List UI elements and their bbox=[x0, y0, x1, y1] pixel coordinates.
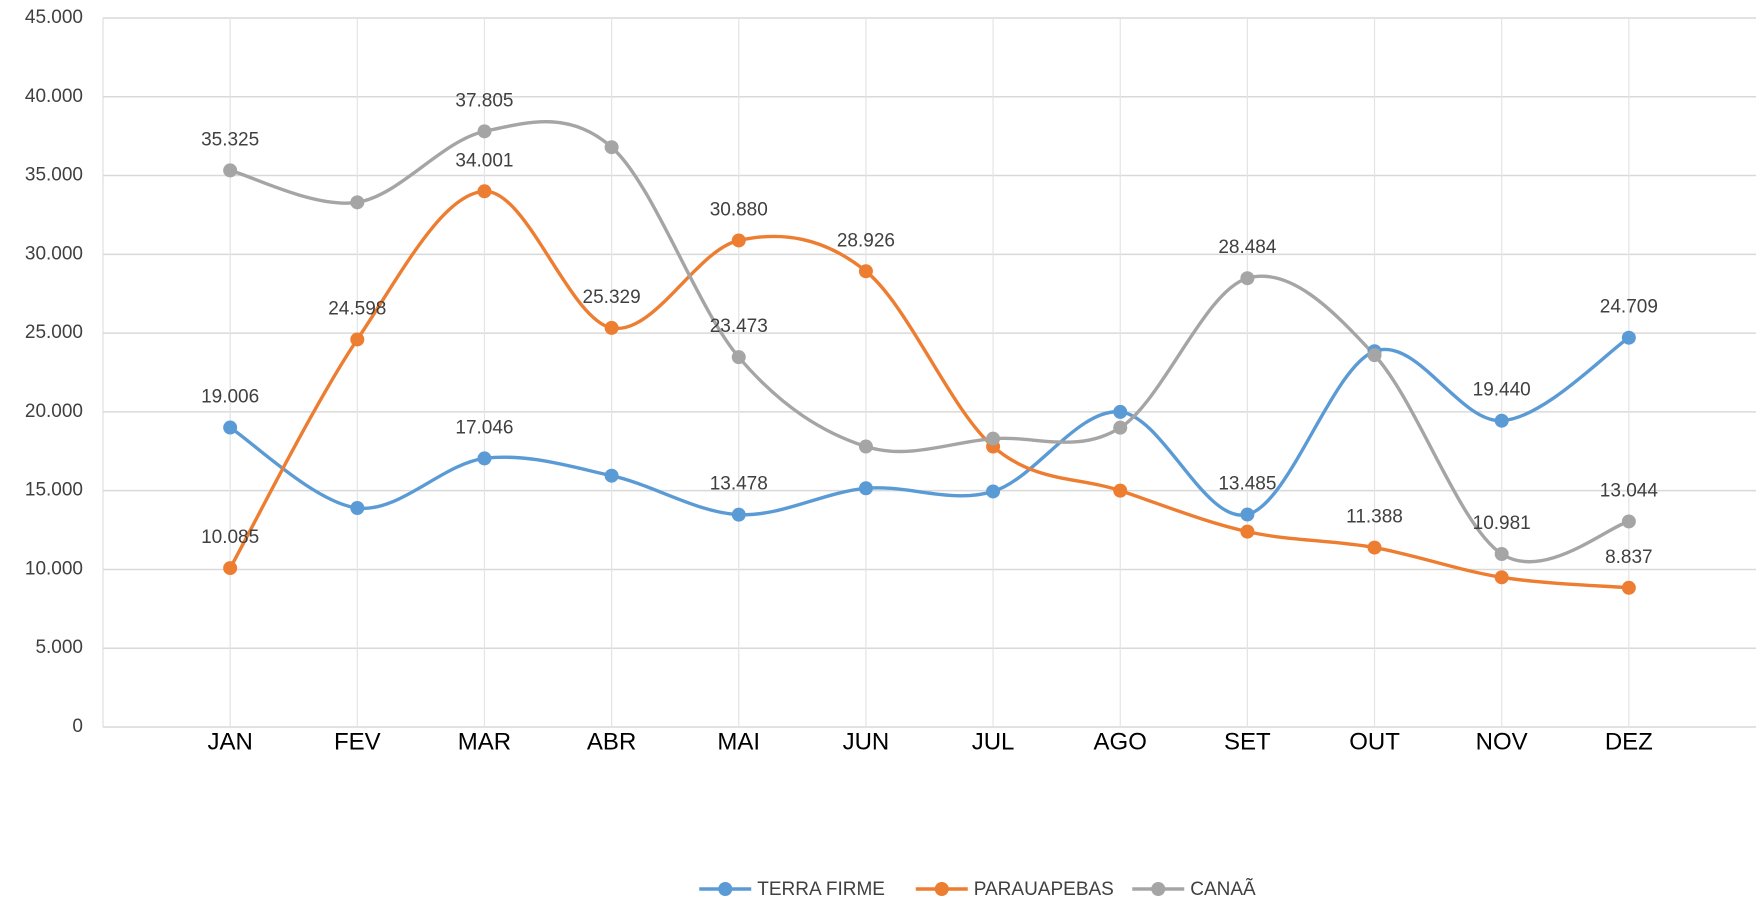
point bbox=[1113, 420, 1128, 435]
data-label: 17.046 bbox=[455, 417, 513, 438]
point bbox=[1494, 413, 1509, 428]
data-label: 10.085 bbox=[201, 527, 259, 548]
y-tick-label: 35.000 bbox=[25, 165, 83, 186]
y-tick-label: 40.000 bbox=[25, 86, 83, 107]
legend-label: PARAUAPEBAS bbox=[974, 879, 1114, 900]
point bbox=[350, 500, 365, 515]
point bbox=[1240, 271, 1255, 286]
point bbox=[604, 468, 619, 483]
data-label: 34.001 bbox=[455, 150, 513, 171]
data-label: 24.709 bbox=[1600, 297, 1658, 318]
y-tick-label: 25.000 bbox=[25, 322, 83, 343]
point bbox=[350, 195, 365, 210]
legend-marker bbox=[934, 882, 949, 896]
x-tick-label: OUT bbox=[1349, 728, 1400, 755]
y-tick-label: 15.000 bbox=[25, 480, 83, 501]
point bbox=[731, 233, 746, 248]
series-line bbox=[228, 189, 1629, 590]
point bbox=[1621, 330, 1636, 345]
y-tick-label: 0 bbox=[72, 716, 83, 737]
x-tick-label: SET bbox=[1224, 728, 1271, 755]
point bbox=[858, 439, 873, 454]
x-tick-label: NOV bbox=[1476, 728, 1528, 755]
point bbox=[1113, 483, 1128, 498]
point bbox=[1367, 348, 1382, 363]
data-label: 13.478 bbox=[710, 474, 768, 495]
point bbox=[1240, 507, 1255, 522]
point bbox=[986, 484, 1001, 499]
y-tick-label: 30.000 bbox=[25, 243, 83, 264]
data-label: 37.805 bbox=[455, 90, 513, 111]
data-label: 13.044 bbox=[1600, 481, 1659, 502]
data-label: 28.484 bbox=[1218, 237, 1277, 258]
point bbox=[1113, 404, 1128, 419]
x-tick-label: AGO bbox=[1094, 728, 1147, 755]
legend-label: TERRA FIRME bbox=[757, 879, 885, 900]
data-label: 11.388 bbox=[1346, 507, 1403, 528]
point bbox=[1494, 570, 1509, 585]
data-label: 25.329 bbox=[583, 287, 641, 308]
legend-label: CANAÃ bbox=[1190, 878, 1256, 900]
data-label: 19.440 bbox=[1473, 380, 1531, 401]
legend-marker bbox=[1151, 882, 1166, 896]
data-label: 28.926 bbox=[837, 230, 895, 251]
point bbox=[350, 332, 365, 347]
point bbox=[223, 163, 238, 178]
point bbox=[223, 420, 238, 435]
point bbox=[986, 431, 1001, 446]
legend-marker bbox=[718, 882, 733, 896]
point bbox=[858, 264, 873, 279]
x-tick-label: ABR bbox=[587, 728, 636, 755]
x-tick-label: JAN bbox=[207, 728, 252, 755]
series-line bbox=[229, 120, 1630, 564]
x-tick-label: JUN bbox=[843, 728, 890, 755]
point bbox=[477, 124, 492, 139]
data-label: 10.981 bbox=[1473, 513, 1531, 534]
point bbox=[477, 184, 492, 199]
point bbox=[477, 451, 492, 466]
y-tick-label: 5.000 bbox=[35, 637, 83, 658]
data-label: 24.598 bbox=[328, 298, 386, 319]
x-tick-label: DEZ bbox=[1605, 728, 1653, 755]
data-label: 35.325 bbox=[201, 129, 259, 150]
point bbox=[1621, 514, 1636, 529]
point bbox=[1494, 546, 1509, 561]
y-tick-label: 20.000 bbox=[25, 401, 83, 422]
point bbox=[731, 350, 746, 365]
x-tick-label: FEV bbox=[334, 728, 381, 755]
point bbox=[604, 140, 619, 155]
point bbox=[858, 481, 873, 496]
x-tick-label: MAR bbox=[458, 728, 511, 755]
data-label: 23.473 bbox=[710, 316, 768, 337]
y-tick-label: 45.000 bbox=[25, 7, 83, 28]
point bbox=[731, 507, 746, 522]
data-label: 13.485 bbox=[1218, 474, 1276, 495]
data-label: 30.880 bbox=[710, 199, 768, 220]
series-line bbox=[229, 336, 1630, 517]
y-tick-label: 10.000 bbox=[25, 558, 83, 579]
point bbox=[604, 320, 619, 335]
x-tick-label: JUL bbox=[972, 728, 1015, 755]
point bbox=[223, 561, 238, 576]
x-tick-label: MAI bbox=[717, 728, 760, 755]
point bbox=[1367, 540, 1382, 555]
point bbox=[1240, 524, 1255, 539]
data-label: 19.006 bbox=[201, 387, 259, 408]
data-label: 8.837 bbox=[1605, 547, 1653, 568]
point bbox=[1621, 580, 1636, 595]
